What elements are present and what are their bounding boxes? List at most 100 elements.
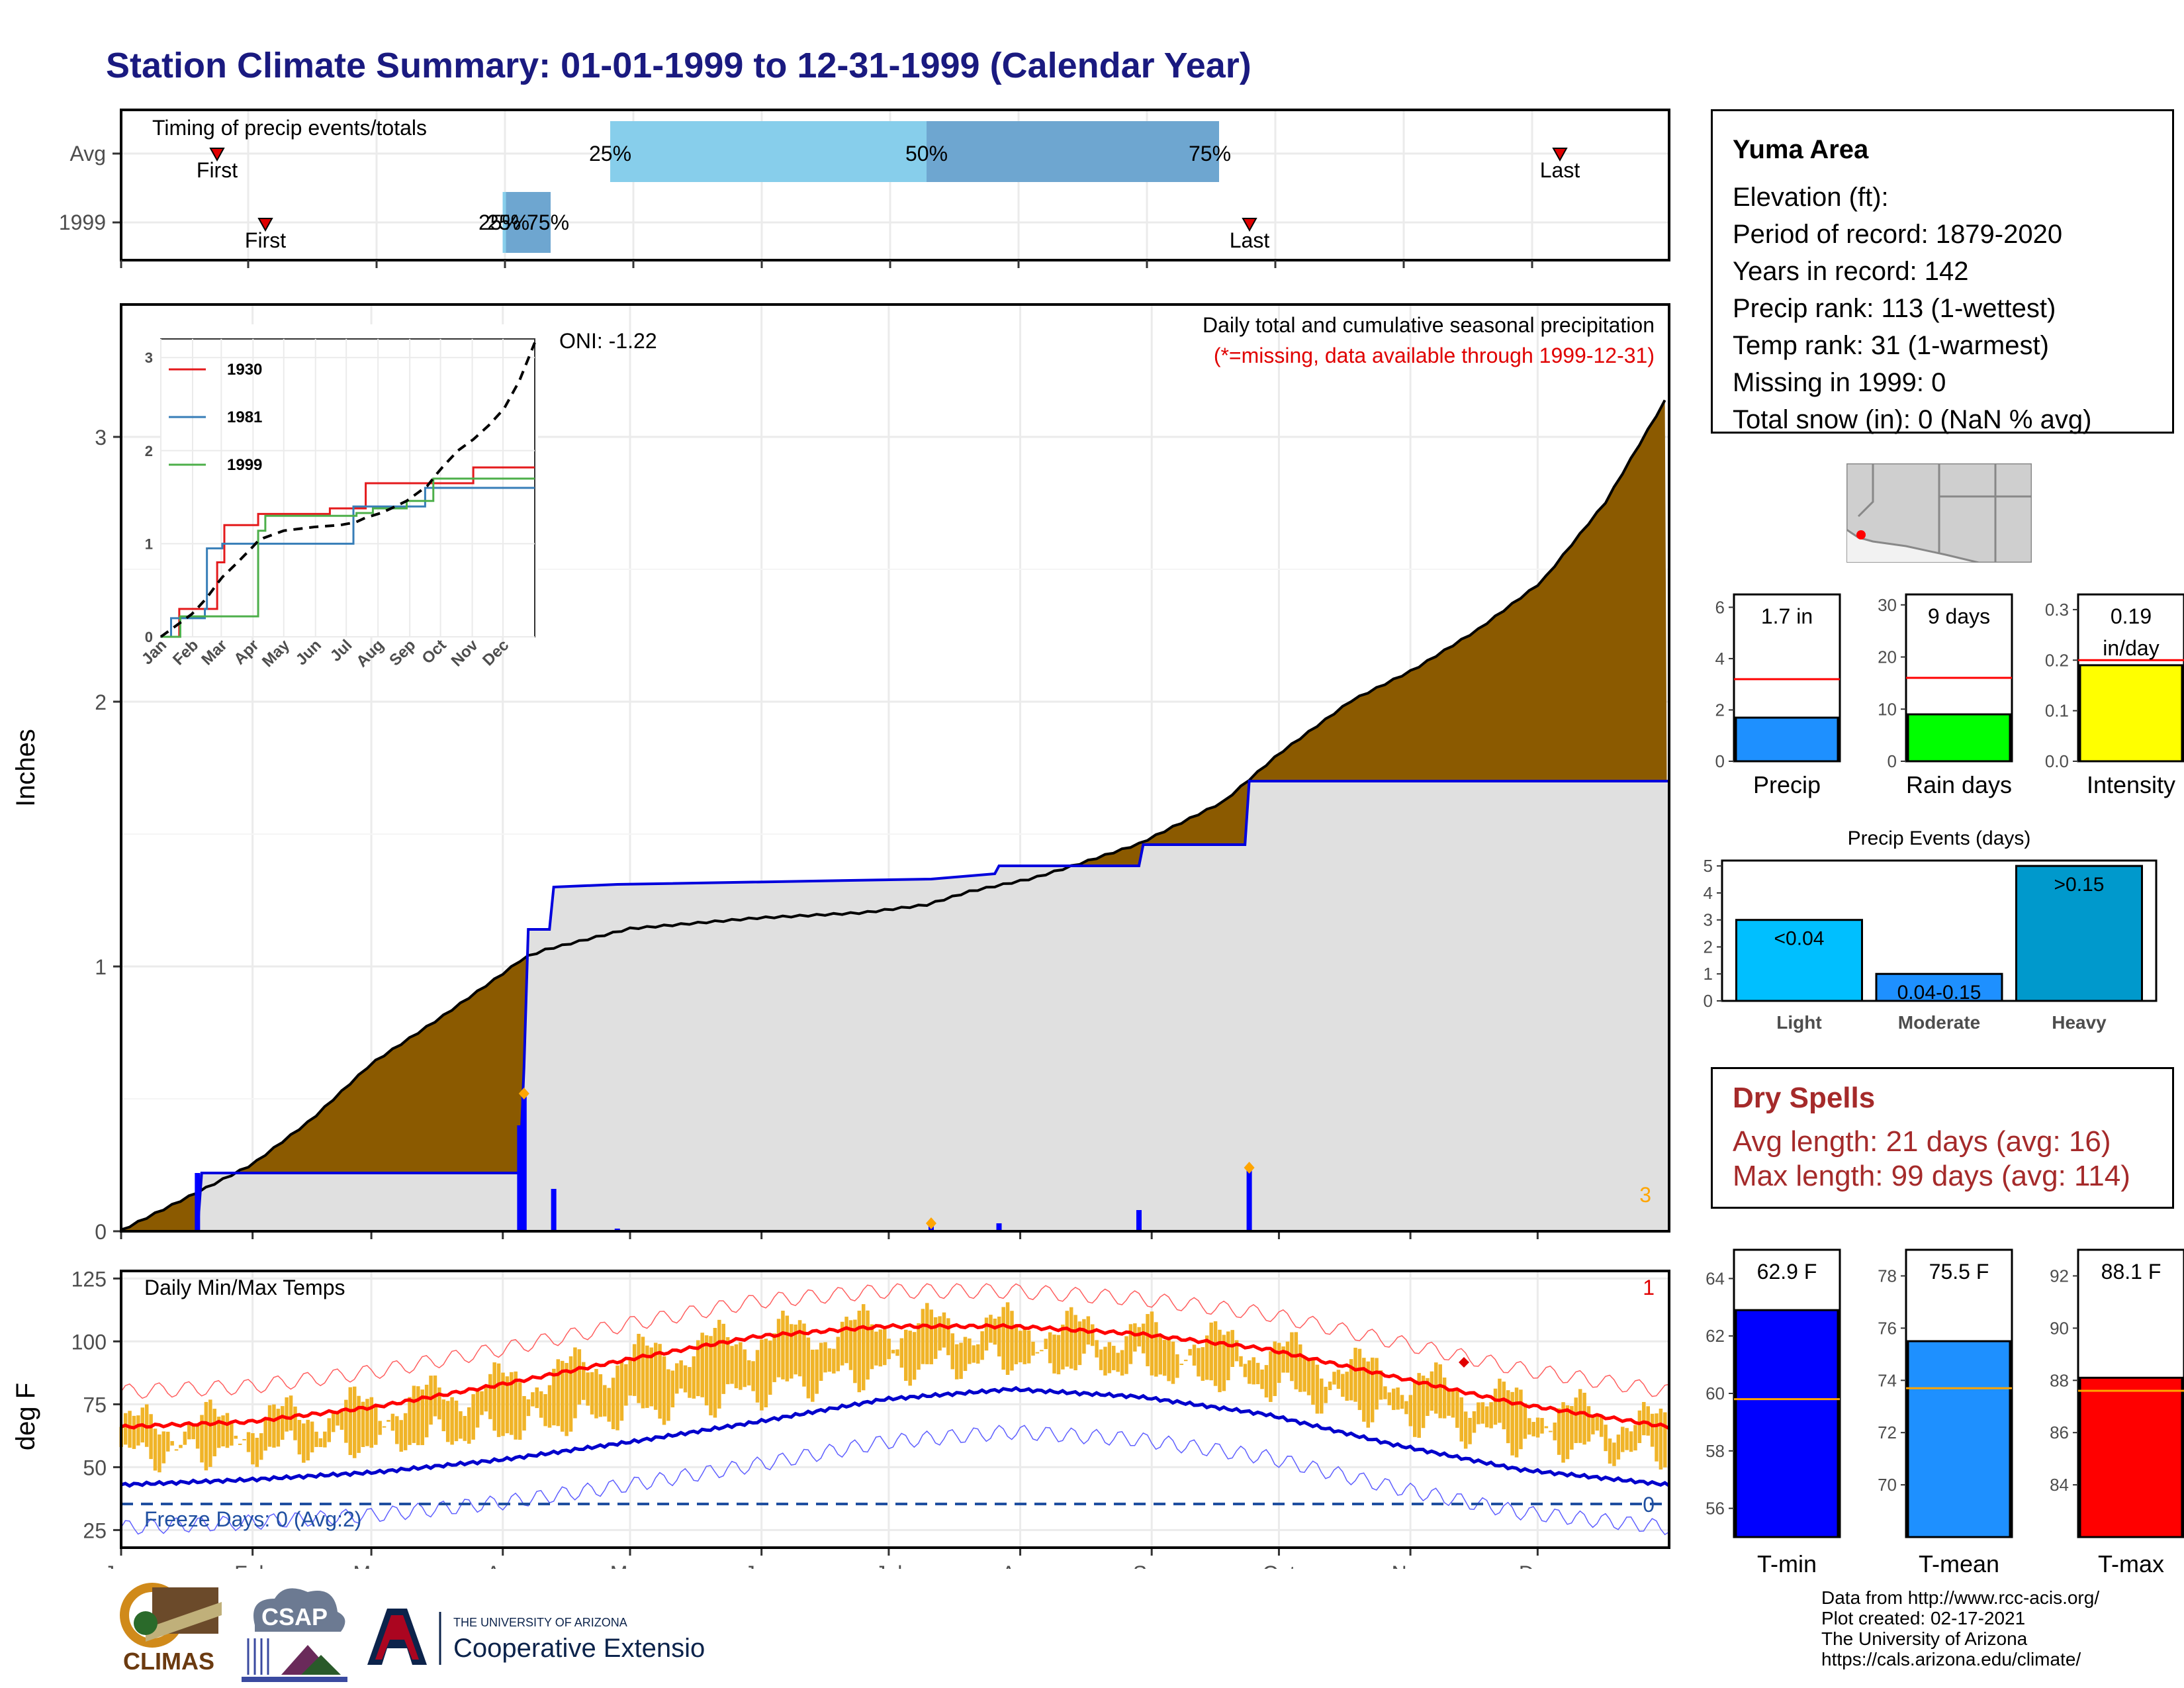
daily-temp-bar <box>772 1333 776 1382</box>
daily-temp-bar <box>1197 1348 1201 1377</box>
daily-temp-bar <box>1396 1387 1400 1410</box>
daily-temp-bar <box>1463 1411 1468 1449</box>
daily-temp-bar <box>1065 1311 1069 1367</box>
daily-temp-bar <box>1553 1422 1557 1440</box>
temp-tick-label: 50 <box>83 1456 107 1479</box>
daily-temp-bar <box>1154 1322 1158 1377</box>
daily-temp-bar <box>832 1348 836 1374</box>
mini-bar-value <box>1735 716 1839 763</box>
daily-temp-bar <box>594 1369 598 1419</box>
daily-temp-bar <box>1578 1389 1582 1443</box>
daily-temp-bar <box>1430 1371 1434 1411</box>
daily-temp-bar <box>153 1429 158 1471</box>
daily-temp-bar <box>1375 1358 1379 1410</box>
daily-temp-bar <box>1320 1378 1324 1414</box>
daily-temp-bar <box>984 1317 989 1351</box>
climas-text: CLIMAS <box>123 1648 214 1675</box>
daily-temp-bar <box>1112 1346 1116 1370</box>
daily-temp-bar <box>1014 1325 1019 1364</box>
daily-temp-bar <box>721 1323 725 1394</box>
avg-p50-label: 50% <box>905 142 948 165</box>
daily-temp-bar <box>891 1350 895 1354</box>
ua-big-text: Cooperative Extension <box>453 1634 705 1663</box>
daily-temp-bar <box>1150 1311 1154 1376</box>
daily-temp-bar <box>1281 1346 1285 1373</box>
mini-bar-tick-label: 0.0 <box>2045 751 2069 771</box>
daily-temp-bar <box>365 1399 369 1446</box>
daily-temp-bar <box>191 1425 195 1440</box>
daily-temp-bar <box>1019 1331 1023 1362</box>
daily-temp-bar <box>573 1347 577 1419</box>
daily-temp-bar <box>1663 1412 1667 1468</box>
daily-temp-bar <box>1582 1392 1586 1445</box>
daily-temp-bar <box>904 1329 908 1382</box>
daily-temp-bar <box>556 1359 561 1427</box>
daily-temp-bar <box>1591 1415 1595 1434</box>
daily-temp-bar <box>615 1365 619 1430</box>
daily-temp-bar <box>1315 1364 1320 1414</box>
temp-bar-tick-label: 76 <box>1878 1318 1897 1338</box>
credit-line: Data from http://www.rcc-acis.org/ <box>1821 1587 2100 1608</box>
daily-temp-bar <box>598 1374 603 1417</box>
daily-temp-bar <box>454 1400 459 1442</box>
daily-temp-bar <box>344 1399 348 1443</box>
mini-bar-label: Intensity <box>2087 771 2175 798</box>
record-max-line <box>120 1283 1670 1399</box>
daily-temp-bar <box>1570 1406 1574 1450</box>
credit-line: https://cals.arizona.edu/climate/ <box>1821 1649 2081 1669</box>
dry-spells-box: Dry Spells Avg length: 21 days (avg: 16)… <box>1711 1067 2174 1209</box>
daily-temp-bar <box>1595 1415 1600 1431</box>
daily-temp-bar <box>1183 1360 1188 1362</box>
daily-temp-bar <box>1625 1428 1629 1450</box>
daily-precip-bar <box>517 1125 523 1231</box>
mini-bar-tick-label: 10 <box>1878 699 1897 719</box>
daily-temp-bar <box>1472 1411 1477 1433</box>
month-label: Jul <box>875 1562 902 1569</box>
daily-temp-bar <box>1124 1336 1128 1374</box>
month-label: Jan <box>104 1562 138 1569</box>
temp-bar-value-label: 62.9 F <box>1757 1260 1817 1284</box>
mini-bar-tick-label: 30 <box>1878 595 1897 615</box>
daily-temp-bar <box>899 1338 904 1368</box>
daily-temp-bar <box>1604 1425 1608 1452</box>
daily-temp-bar <box>1535 1417 1540 1438</box>
inset-month-label: Dec <box>479 636 512 669</box>
daily-temp-bar <box>823 1342 827 1373</box>
daily-temp-bar <box>836 1336 840 1372</box>
daily-temp-bar <box>819 1342 823 1382</box>
month-label: May <box>610 1562 650 1569</box>
temp-bar-tick-label: 58 <box>1706 1441 1725 1461</box>
daily-temp-bar <box>674 1363 679 1394</box>
daily-temp-bar <box>806 1337 811 1399</box>
daily-temp-bar <box>357 1395 361 1453</box>
station-snow: Total snow (in): 0 (NaN % avg) <box>1733 405 2092 434</box>
temp-bar-tick-label: 86 <box>2050 1423 2069 1442</box>
daily-temp-bar <box>403 1413 408 1450</box>
daily-temp-bar <box>1255 1362 1260 1385</box>
precip-frame <box>120 303 1670 1233</box>
events-bar-label: Moderate <box>1898 1012 1980 1033</box>
daily-temp-bar <box>700 1333 704 1397</box>
inset-tick-label: 0 <box>145 629 153 645</box>
daily-temp-bar <box>1192 1344 1197 1366</box>
daily-temp-bar <box>725 1337 730 1385</box>
daily-temp-bar <box>1285 1341 1290 1373</box>
daily-temp-bar <box>1133 1323 1137 1352</box>
inset-month-label: Mar <box>198 636 230 669</box>
daily-temp-bar <box>1128 1324 1133 1364</box>
daily-temp-bar <box>1345 1372 1349 1401</box>
daily-temp-bar <box>997 1316 1001 1357</box>
daily-temp-bar <box>1251 1357 1255 1385</box>
mini-bar-tick-label: 0.2 <box>2045 650 2069 670</box>
mini-bar-label: Rain days <box>1906 771 2012 798</box>
daily-temp-bar <box>709 1336 713 1416</box>
daily-temp-bar <box>1447 1389 1451 1416</box>
daily-precip-flag <box>925 1217 936 1229</box>
mini-bar-label: Precip <box>1753 771 1821 798</box>
daily-temp-bar <box>870 1324 874 1370</box>
daily-temp-bar <box>1387 1392 1392 1405</box>
station-elevation: Elevation (ft): <box>1733 183 1889 212</box>
daily-temp-bar <box>1167 1337 1171 1382</box>
temp-tick-label: 75 <box>83 1393 107 1417</box>
daily-temp-bar <box>510 1372 514 1435</box>
